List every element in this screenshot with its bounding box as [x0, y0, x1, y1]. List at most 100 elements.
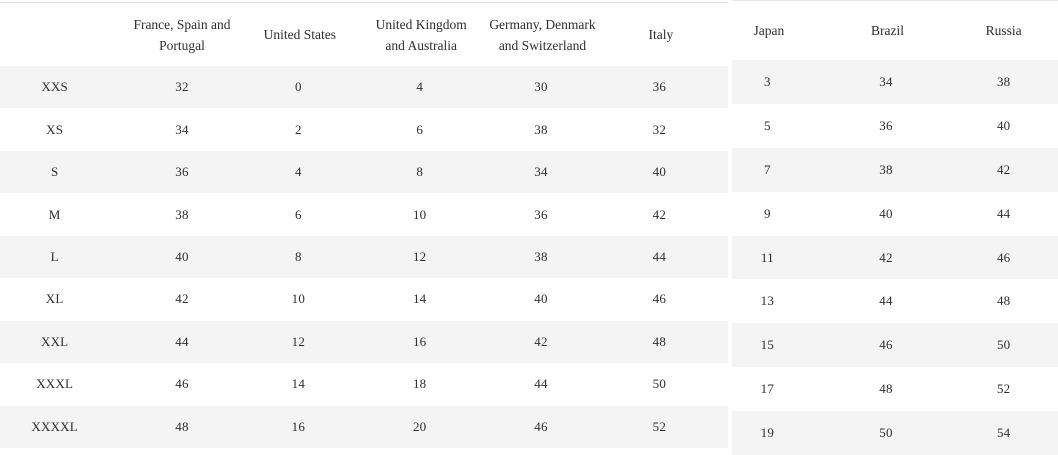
- table-cell: 10: [412, 206, 427, 222]
- table-header-row: Japan Brazil Russia: [732, 1, 1058, 60]
- table-cell: 32: [652, 121, 667, 137]
- table-cell: 42: [652, 206, 667, 222]
- size-label: XXXXL: [31, 418, 78, 434]
- table-cell: 34: [175, 121, 189, 137]
- column-header: France, Spain and Portugal: [133, 16, 231, 53]
- table-cell: 38: [996, 73, 1011, 89]
- table-cell: 18: [412, 376, 427, 392]
- size-label: XS: [46, 121, 64, 137]
- column-header: Germany, Denmark and Switzerland: [489, 16, 596, 53]
- table-cell: 38: [175, 206, 189, 222]
- table-cell: 44: [879, 293, 893, 309]
- table-cell: 54: [996, 425, 1011, 441]
- table-cell: 40: [879, 205, 893, 221]
- table-cell: 3: [763, 73, 771, 89]
- table-cell: 50: [652, 376, 667, 392]
- table-cell: 13: [760, 293, 775, 309]
- table-cell: 15: [760, 337, 775, 353]
- table-row: XXS 32 0 4 30 36: [0, 66, 728, 109]
- table-cell: 40: [652, 164, 667, 180]
- table-cell: 16: [412, 333, 427, 349]
- table-cell: 8: [416, 164, 424, 180]
- table-cell: 48: [652, 333, 667, 349]
- table-cell: 44: [175, 333, 189, 349]
- table-cell: 36: [652, 79, 667, 95]
- table-cell: 6: [416, 121, 424, 137]
- table-cell: 7: [763, 161, 771, 177]
- table-cell: 40: [534, 291, 548, 307]
- table-row: S 36 4 8 34 40: [0, 150, 728, 194]
- table-cell: 46: [996, 249, 1011, 265]
- table-cell: 11: [760, 249, 774, 265]
- column-header: Japan: [753, 23, 785, 38]
- table-row: XXXL 46 14 18 44 50: [0, 363, 728, 405]
- table-cell: 32: [175, 79, 189, 95]
- size-label: S: [50, 164, 59, 180]
- table-cell: 8: [294, 248, 302, 264]
- table-cell: 34: [534, 164, 548, 180]
- size-table-japan-brazil-russia: Japan Brazil Russia 3 34 38 5 36 40 7 38 42 9 40 44 11…: [732, 0, 1058, 455]
- table-cell: 36: [879, 117, 893, 133]
- table-cell: 46: [879, 337, 893, 353]
- table-cell: 34: [879, 73, 893, 89]
- size-label: XXXL: [36, 376, 74, 392]
- table-row: L 40 8 12 38 44: [0, 235, 728, 279]
- table-cell: 44: [996, 205, 1011, 221]
- table-row: XS 34 2 6 38 32: [0, 108, 728, 150]
- table-cell: 38: [534, 248, 548, 264]
- table-cell: 36: [175, 164, 189, 180]
- table-cell: 14: [291, 376, 306, 392]
- column-header: Russia: [985, 23, 1022, 38]
- size-label: XXL: [41, 333, 69, 349]
- table-cell: 42: [996, 161, 1011, 177]
- column-header: United Kingdom and Australia: [375, 16, 467, 53]
- size-label: XL: [45, 291, 64, 307]
- table-row: M 38 6 10 36 42: [0, 193, 728, 235]
- size-label: XXS: [41, 79, 68, 95]
- table-cell: 4: [416, 79, 424, 95]
- table-cell: 16: [291, 418, 306, 434]
- table-row: 3 34 38: [732, 60, 1058, 104]
- table-cell: 42: [175, 291, 189, 307]
- table-row: 9 40 44: [732, 192, 1058, 236]
- table-row: 13 44 48: [732, 279, 1058, 323]
- table-cell: 52: [996, 381, 1011, 397]
- size-table-international: France, Spain and Portugal United States U…: [0, 2, 728, 455]
- table-cell: 48: [996, 293, 1011, 309]
- size-label: M: [48, 206, 61, 222]
- table-cell: 50: [879, 425, 893, 441]
- table-cell: 48: [879, 381, 893, 397]
- table-cell: 42: [534, 333, 548, 349]
- table-cell: 4: [294, 164, 302, 180]
- table-cell: 46: [175, 376, 189, 392]
- table-row: 17 48 52: [732, 367, 1058, 411]
- table-cell: 9: [763, 205, 771, 221]
- table-cell: 30: [534, 79, 548, 95]
- column-header: Brazil: [870, 23, 904, 38]
- table-cell: 2: [294, 121, 302, 137]
- table-cell: 17: [760, 381, 775, 397]
- table-row: 5 36 40: [732, 104, 1058, 148]
- table-cell: 12: [412, 248, 427, 264]
- column-header: Italy: [648, 27, 674, 42]
- table-cell: 10: [291, 291, 306, 307]
- table-cell: 0: [294, 79, 302, 95]
- table-cell: 44: [534, 376, 548, 392]
- table-cell: 40: [996, 117, 1011, 133]
- column-header: United States: [263, 27, 337, 42]
- table-cell: 14: [412, 291, 427, 307]
- table-cell: 44: [652, 248, 667, 264]
- table-cell: 46: [652, 291, 667, 307]
- table-row: XXL 44 12 16 42 48: [0, 320, 728, 364]
- table-cell: 40: [175, 248, 189, 264]
- table-row: 11 42 46: [732, 235, 1058, 280]
- table-row: 15 46 50: [732, 323, 1058, 368]
- table-header-row: France, Spain and Portugal United States U…: [0, 3, 728, 66]
- table-cell: 36: [534, 206, 548, 222]
- table-row: XXXXL 48 16 20 46 52: [0, 405, 728, 448]
- table-cell: 46: [534, 418, 548, 434]
- size-label: L: [50, 248, 59, 264]
- table-row: 7 38 42: [732, 147, 1058, 192]
- table-body: XXS 32 0 4 30 36 XS 34 2 6 38 32 S 36 4 8 34 40 M 38 6 10 36 42…: [0, 66, 728, 448]
